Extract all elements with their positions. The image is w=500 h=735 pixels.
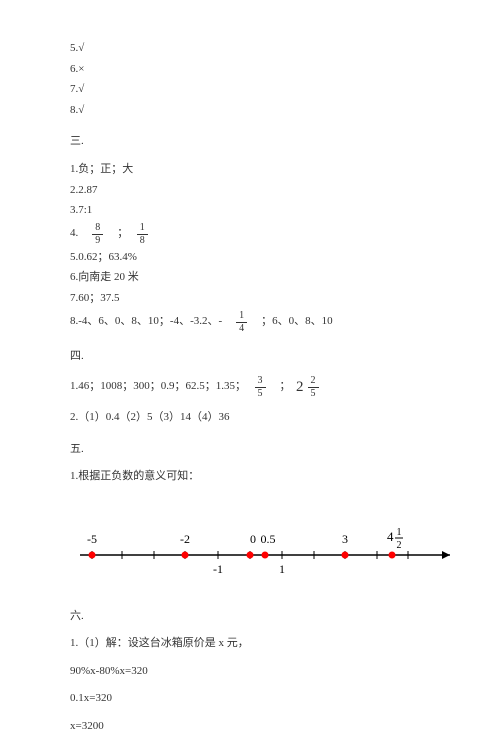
s3-l1: 1.负；正；大 [70, 161, 440, 179]
s6-l3: 0.1x=320 [70, 690, 440, 708]
s3-l7: 7.60；37.5 [70, 290, 440, 308]
fraction: 89 [92, 223, 103, 246]
top-list: 5.√ 6.× 7.√ 8.√ [70, 40, 440, 119]
tf-item: 6.× [70, 61, 440, 79]
s4-l1-sep: ； [269, 378, 297, 396]
svg-text:-5: -5 [87, 532, 97, 546]
svg-text:0.5: 0.5 [261, 532, 276, 546]
s5-l1: 1.根据正负数的意义可知： [70, 468, 440, 486]
s3-l4-prefix: 4. [70, 225, 89, 243]
mixed-number: 2 25 [296, 375, 322, 399]
s3-l4: 4. 89 ； 18 [70, 223, 440, 246]
s6-l2: 90%x-80%x=320 [70, 663, 440, 681]
tf-mark: √ [78, 81, 84, 99]
fraction: 35 [255, 376, 266, 399]
s4-l1-a: 1.46；1008；300；0.9；62.5；1.35； [70, 378, 252, 396]
tf-num: 6. [70, 61, 78, 79]
number-line: -5-200.53412-11 [70, 510, 440, 592]
section-5-header: 五. [70, 441, 440, 459]
tf-num: 7. [70, 81, 78, 99]
tf-num: 8. [70, 102, 78, 120]
svg-text:2: 2 [397, 540, 402, 551]
s3-l8-b: ；6、0、8、10 [250, 313, 333, 331]
fraction: 14 [236, 311, 247, 334]
svg-text:4: 4 [387, 529, 394, 544]
tf-num: 5. [70, 40, 78, 58]
section-4-header: 四. [70, 348, 440, 366]
s3-l3: 3.7:1 [70, 202, 440, 220]
s3-l8-a: 8.-4、6、0、8、10；-4、-3.2、- [70, 313, 233, 331]
tf-item: 8.√ [70, 102, 440, 120]
section-6-header: 六. [70, 608, 440, 626]
tf-mark: √ [78, 102, 84, 120]
s3-l6: 6.向南走 20 米 [70, 269, 440, 287]
fraction: 18 [137, 223, 148, 246]
s6-l4: x=3200 [70, 718, 440, 735]
s4-l2: 2.（1）0.4（2）5（3）14（4）36 [70, 409, 440, 427]
section-3-header: 三. [70, 133, 440, 151]
svg-text:-1: -1 [213, 562, 223, 576]
s4-l1: 1.46；1008；300；0.9；62.5；1.35； 35 ； 2 25 [70, 375, 440, 399]
tf-item: 7.√ [70, 81, 440, 99]
tf-mark: × [78, 61, 84, 79]
svg-text:1: 1 [397, 527, 402, 538]
fraction: 25 [308, 376, 319, 399]
svg-text:0: 0 [250, 532, 256, 546]
svg-text:3: 3 [342, 532, 348, 546]
tf-item: 5.√ [70, 40, 440, 58]
s3-l4-sep: ； [106, 225, 134, 243]
s3-l2: 2.2.87 [70, 182, 440, 200]
s3-l8: 8.-4、6、0、8、10；-4、-3.2、- 14 ；6、0、8、10 [70, 311, 440, 334]
s6-l1: 1.（1）解：设这台冰箱原价是 x 元， [70, 635, 440, 653]
number-line-svg: -5-200.53412-11 [70, 510, 460, 585]
svg-text:-2: -2 [180, 532, 190, 546]
svg-text:1: 1 [279, 562, 285, 576]
s3-l5: 5.0.62；63.4% [70, 249, 440, 267]
tf-mark: √ [78, 40, 84, 58]
